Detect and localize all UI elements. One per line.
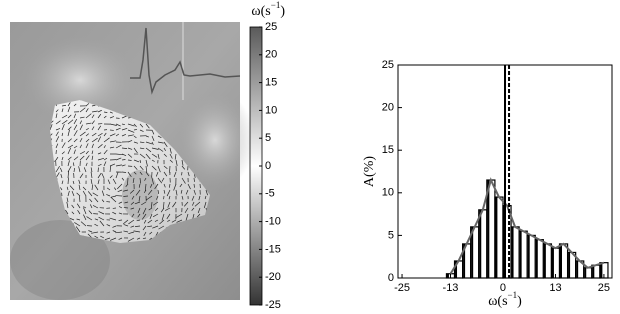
colorbar-tick-label: 10 bbox=[265, 104, 277, 116]
y-tick-label: 20 bbox=[382, 102, 394, 114]
colorbar-tick-label: 25 bbox=[265, 21, 277, 33]
y-tick-label: 25 bbox=[382, 59, 394, 71]
colorbar-tick-label: -10 bbox=[265, 216, 281, 228]
histogram: 0 5 10 15 20 25 -25 -13 0 13 25 A(%) ω(s−1) bbox=[362, 59, 612, 309]
label-text: ) bbox=[517, 294, 522, 309]
x-tick-label: -25 bbox=[394, 282, 410, 294]
colorbar: -25 -20 -15 -10 -5 0 5 10 15 20 25 ω(s−1) bbox=[250, 0, 285, 311]
colorbar-tick-label: 5 bbox=[265, 132, 271, 144]
y-tick-label: 10 bbox=[382, 187, 394, 199]
colorbar-tick-label: -15 bbox=[265, 243, 281, 255]
colorbar-tick-label: -25 bbox=[265, 299, 281, 311]
label-sup: −1 bbox=[508, 290, 518, 300]
colorbar-tick-label: 15 bbox=[265, 77, 277, 89]
y-tick-label: 15 bbox=[382, 144, 394, 156]
colorbar-tick-label: 0 bbox=[265, 160, 271, 172]
label-text: ) bbox=[280, 4, 285, 19]
x-tick-label: 25 bbox=[598, 282, 610, 294]
label-text: ω(s bbox=[251, 4, 270, 19]
y-tick-label: 5 bbox=[388, 229, 394, 241]
colorbar-tick-label: -5 bbox=[265, 188, 275, 200]
label-text: ω(s bbox=[488, 294, 507, 309]
x-tick-label: 0 bbox=[500, 282, 506, 294]
x-tick-label: -13 bbox=[443, 282, 459, 294]
y-tick-label: 0 bbox=[388, 272, 394, 284]
x-tick-label: 13 bbox=[549, 282, 561, 294]
figure: -25-20-15-10-50510152025ω(s−1) 051015202… bbox=[0, 0, 620, 314]
label-sup: −1 bbox=[271, 0, 281, 10]
colorbar-tick-label: 20 bbox=[265, 49, 277, 61]
y-axis-label: A(%) bbox=[362, 156, 377, 187]
colorbar-tick-label: -20 bbox=[265, 271, 281, 283]
axis-label: ω(s−1) bbox=[251, 0, 285, 19]
image-panel bbox=[10, 22, 255, 300]
